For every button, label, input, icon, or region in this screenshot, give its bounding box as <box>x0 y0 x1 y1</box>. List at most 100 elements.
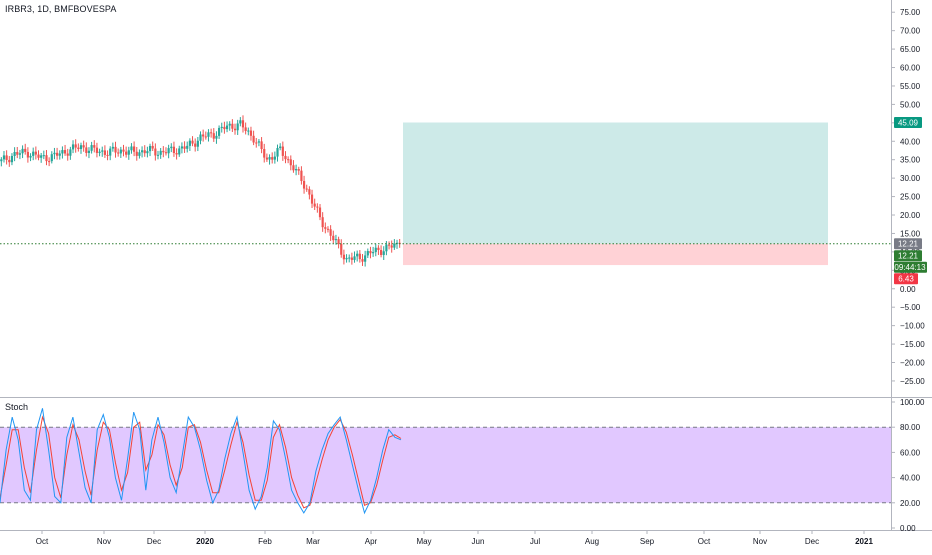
candles[interactable] <box>0 115 401 267</box>
candle-body <box>265 157 268 160</box>
candle-body <box>188 140 191 146</box>
candle-body <box>21 148 24 154</box>
candle-body <box>98 151 101 153</box>
time-tick-label: Nov <box>753 537 767 546</box>
candle-body <box>225 125 229 130</box>
stop-zone[interactable] <box>403 243 828 266</box>
candle-body <box>393 243 396 248</box>
candle-body <box>140 150 144 153</box>
candle-body <box>364 255 367 262</box>
candle-body <box>395 242 399 244</box>
time-tick-label: Oct <box>36 537 49 546</box>
current-price-label: 12.21 <box>898 240 919 249</box>
candle-body <box>374 247 377 253</box>
candle-body <box>284 155 287 160</box>
candle-body <box>156 154 160 156</box>
candle-body <box>356 253 359 257</box>
candle-body <box>207 132 210 137</box>
candle-body <box>292 165 295 171</box>
candle-body <box>61 150 64 154</box>
candle-body <box>74 144 77 148</box>
stoch-k-line[interactable] <box>0 408 402 515</box>
current-price-badge: 12.21 <box>894 238 922 250</box>
price-tick-label: 35.00 <box>900 156 921 165</box>
price-tick-label: 60.00 <box>900 64 921 73</box>
candle-body <box>257 141 261 143</box>
candle-body <box>66 153 69 156</box>
candle-body <box>114 146 117 153</box>
candle-body <box>77 147 80 150</box>
candle-body <box>279 146 282 149</box>
candle-body <box>18 153 22 155</box>
candle-body <box>324 227 327 229</box>
candle-body <box>48 161 51 163</box>
candle-body <box>69 149 72 156</box>
candle-body <box>215 135 218 139</box>
time-tick-label: 2021 <box>855 537 873 546</box>
time-tick-label: Aug <box>585 537 599 546</box>
candle-body <box>0 159 3 162</box>
candle-body <box>387 244 391 246</box>
time-axis[interactable]: Oct Nov Dec 2020 Feb Mar Apr May Jun Jul Aug Sep Oct… <box>36 530 874 546</box>
candle-body <box>342 254 346 260</box>
candle-body <box>345 257 348 260</box>
candle-body <box>53 152 56 155</box>
candle-body <box>332 235 335 241</box>
candle-body <box>268 157 271 160</box>
stop-price-badge: 6.43 <box>894 273 918 285</box>
candle-body <box>194 143 197 147</box>
candle-body <box>119 149 122 154</box>
candle-body <box>58 153 61 156</box>
candle-body <box>127 150 130 155</box>
candle-body <box>353 256 356 260</box>
candle-body <box>32 151 35 156</box>
chart-title: IRBR3, 1D, BMFBOVESPA <box>5 4 117 14</box>
candle-body <box>143 150 146 154</box>
target-zone[interactable] <box>403 122 828 244</box>
candle-body <box>63 150 67 154</box>
price-tick-label: −15.00 <box>900 340 925 349</box>
candle-body <box>300 170 303 181</box>
candle-body <box>350 257 353 260</box>
candle-body <box>326 228 330 230</box>
candle-body <box>146 151 149 154</box>
candle-body <box>178 148 181 155</box>
candle-body <box>228 123 231 126</box>
candle-body <box>82 145 85 148</box>
candle-body <box>337 239 340 244</box>
candle-body <box>191 140 194 144</box>
stoch-tick-label: 20.00 <box>900 499 921 508</box>
time-tick-label: Dec <box>147 537 161 546</box>
stoch-tick-label: 40.00 <box>900 474 921 483</box>
candle-body <box>361 259 364 262</box>
candle-body <box>13 151 16 156</box>
candle-body <box>231 123 234 129</box>
time-tick-label: Jun <box>472 537 485 546</box>
candle-body <box>50 154 53 162</box>
stoch-axis[interactable]: 100.00 80.00 60.00 40.00 20.00 0.00 <box>891 398 925 533</box>
candle-body <box>212 133 215 139</box>
price-tick-label: 70.00 <box>900 27 921 36</box>
price-axis[interactable]: 75.0070.0065.0060.0055.0050.0045.0040.00… <box>891 8 925 386</box>
candle-body <box>162 150 165 153</box>
candle-body <box>95 147 99 153</box>
candle-body <box>34 151 37 155</box>
candle-body <box>26 151 29 158</box>
time-tick-label: Mar <box>306 537 320 546</box>
candle-body <box>159 150 162 155</box>
bar-countdown-label: 09:44:13 <box>894 263 926 272</box>
candle-body <box>252 135 255 143</box>
stoch-indicator-label[interactable]: Stoch <box>5 402 29 412</box>
candle-body <box>255 142 258 144</box>
candle-body <box>281 146 284 156</box>
candle-body <box>233 128 237 131</box>
candle-body <box>377 247 380 250</box>
candle-body <box>308 189 311 195</box>
candle-body <box>55 152 59 156</box>
stoch-d-line[interactable] <box>0 415 402 509</box>
last-price-label: 12.21 <box>898 252 919 261</box>
price-tick-label: 50.00 <box>900 100 921 109</box>
candle-body <box>164 152 168 154</box>
price-tick-label: −5.00 <box>900 303 921 312</box>
